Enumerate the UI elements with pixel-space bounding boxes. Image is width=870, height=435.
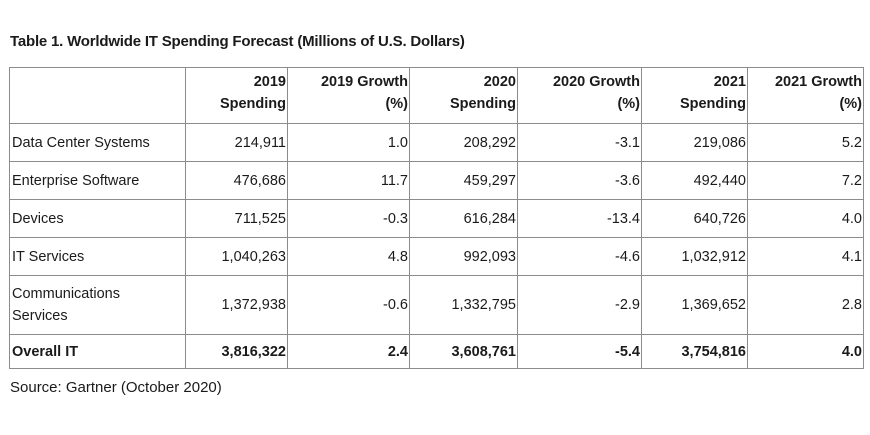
- cell-2021-growth: 7.2: [747, 161, 864, 200]
- cell-2021-spending: 219,086: [641, 123, 748, 162]
- row-label: Enterprise Software: [9, 161, 186, 200]
- cell-2021-growth: 4.1: [747, 237, 864, 276]
- total-2020-growth: -5.4: [517, 334, 642, 369]
- header-2019-growth: 2019 Growth (%): [287, 67, 410, 124]
- cell-2019-spending: 1,372,938: [185, 275, 288, 335]
- cell-2019-growth: 11.7: [287, 161, 410, 200]
- cell-2020-growth: -4.6: [517, 237, 642, 276]
- cell-2021-spending: 640,726: [641, 199, 748, 238]
- header-2020-spending: 2020 Spending: [409, 67, 518, 124]
- header-corner: [9, 67, 186, 124]
- source-note: Source: Gartner (October 2020): [10, 379, 222, 396]
- row-label: Data Center Systems: [9, 123, 186, 162]
- cell-2019-spending: 1,040,263: [185, 237, 288, 276]
- total-2021-spending: 3,754,816: [641, 334, 748, 369]
- cell-2020-growth: -2.9: [517, 275, 642, 335]
- cell-2020-growth: -3.1: [517, 123, 642, 162]
- header-2020-growth: 2020 Growth (%): [517, 67, 642, 124]
- cell-2021-growth: 2.8: [747, 275, 864, 335]
- header-2021-growth: 2021 Growth (%): [747, 67, 864, 124]
- cell-2020-spending: 459,297: [409, 161, 518, 200]
- cell-2021-spending: 492,440: [641, 161, 748, 200]
- cell-2019-growth: -0.3: [287, 199, 410, 238]
- table-title: Table 1. Worldwide IT Spending Forecast …: [10, 33, 465, 50]
- total-row: Overall IT 3,816,322 2.4 3,608,761 -5.4 …: [9, 334, 864, 369]
- total-2020-spending: 3,608,761: [409, 334, 518, 369]
- cell-2021-growth: 4.0: [747, 199, 864, 238]
- cell-2020-spending: 208,292: [409, 123, 518, 162]
- total-2019-growth: 2.4: [287, 334, 410, 369]
- cell-2021-growth: 5.2: [747, 123, 864, 162]
- cell-2020-growth: -3.6: [517, 161, 642, 200]
- total-label: Overall IT: [9, 334, 186, 369]
- cell-2020-growth: -13.4: [517, 199, 642, 238]
- row-label: Communications Services: [9, 275, 186, 335]
- cell-2021-spending: 1,032,912: [641, 237, 748, 276]
- cell-2019-growth: -0.6: [287, 275, 410, 335]
- cell-2020-spending: 1,332,795: [409, 275, 518, 335]
- table-row: Enterprise Software 476,686 11.7 459,297…: [9, 161, 864, 200]
- cell-2019-growth: 4.8: [287, 237, 410, 276]
- row-label: IT Services: [9, 237, 186, 276]
- header-row: 2019 Spending 2019 Growth (%) 2020 Spending…: [9, 67, 864, 124]
- cell-2019-spending: 214,911: [185, 123, 288, 162]
- table-row: Communications Services 1,372,938 -0.6 1,…: [9, 275, 864, 335]
- total-2021-growth: 4.0: [747, 334, 864, 369]
- cell-2020-spending: 616,284: [409, 199, 518, 238]
- header-2019-spending: 2019 Spending: [185, 67, 288, 124]
- table-row: IT Services 1,040,263 4.8 992,093 -4.6 1…: [9, 237, 864, 276]
- it-spending-table: 2019 Spending 2019 Growth (%) 2020 Spending…: [9, 67, 864, 369]
- cell-2020-spending: 992,093: [409, 237, 518, 276]
- cell-2021-spending: 1,369,652: [641, 275, 748, 335]
- table-row: Devices 711,525 -0.3 616,284 -13.4 640,7…: [9, 199, 864, 238]
- cell-2019-growth: 1.0: [287, 123, 410, 162]
- table-row: Data Center Systems 214,911 1.0 208,292 …: [9, 123, 864, 162]
- header-2021-spending: 2021 Spending: [641, 67, 748, 124]
- cell-2019-spending: 711,525: [185, 199, 288, 238]
- cell-2019-spending: 476,686: [185, 161, 288, 200]
- row-label: Devices: [9, 199, 186, 238]
- total-2019-spending: 3,816,322: [185, 334, 288, 369]
